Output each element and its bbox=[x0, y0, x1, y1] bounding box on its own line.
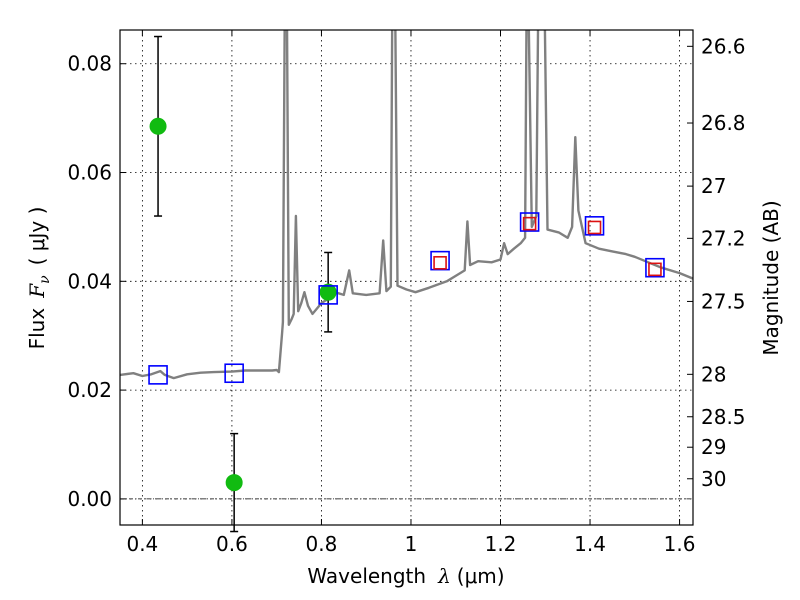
y-tick-label: 0.04 bbox=[67, 269, 112, 293]
spectrum-line bbox=[120, 30, 693, 380]
plot-frame bbox=[119, 29, 694, 526]
right-tick-label: 26.8 bbox=[701, 111, 746, 135]
right-tick-label: 26.6 bbox=[701, 34, 746, 58]
hst-square-marker bbox=[522, 216, 537, 231]
x-tick-label: 1.2 bbox=[485, 532, 517, 556]
right-tick-label: 28.5 bbox=[701, 405, 746, 429]
x-tick-label: 1 bbox=[405, 532, 418, 556]
model-square-marker bbox=[148, 365, 168, 385]
model-square-marker bbox=[224, 363, 244, 384]
x-axis-label: Wavelength λ (μm) bbox=[307, 564, 504, 588]
model-square-marker bbox=[519, 212, 540, 232]
photometry-point bbox=[149, 117, 167, 135]
y-tick-label: 0.02 bbox=[67, 378, 112, 402]
right-tick-label: 30 bbox=[701, 467, 726, 491]
spectrum-series bbox=[120, 30, 693, 380]
hst-square-marker bbox=[587, 220, 602, 235]
x-tick-label: 0.8 bbox=[306, 532, 338, 556]
axis-ticks bbox=[120, 30, 693, 525]
photometry-series bbox=[148, 35, 665, 533]
model-square-marker bbox=[645, 257, 665, 278]
right-tick-label: 27.5 bbox=[701, 289, 746, 313]
model-square-marker bbox=[430, 250, 450, 271]
model-square-marker bbox=[584, 216, 605, 236]
right-tick-label: 27.2 bbox=[701, 226, 746, 250]
axis-tick-labels: 0.4 0.6 0.8 1 1.2 1.4 1.6 0.00 0.02 0.04 0.06 0.08 2… bbox=[67, 34, 745, 556]
photometry-point bbox=[225, 474, 243, 492]
x-tick-label: 1.4 bbox=[574, 532, 606, 556]
hst-square-marker bbox=[648, 262, 662, 277]
x-tick-label: 0.6 bbox=[216, 532, 248, 556]
photometry-point bbox=[319, 283, 337, 301]
x-tick-label: 1.6 bbox=[664, 532, 696, 556]
right-tick-label: 29 bbox=[701, 435, 726, 459]
x-tick-label: 0.4 bbox=[126, 532, 158, 556]
grid bbox=[120, 30, 693, 525]
hst-square-marker bbox=[433, 256, 447, 270]
right-tick-label: 28 bbox=[701, 362, 726, 386]
y-right-axis-label: Magnitude (AB) bbox=[759, 200, 783, 355]
model-square-marker bbox=[318, 285, 338, 305]
y-tick-label: 0.08 bbox=[67, 52, 112, 76]
right-tick-label: 27 bbox=[701, 174, 726, 198]
y-tick-label: 0.06 bbox=[67, 161, 112, 185]
y-axis-label: FluxFν( μJy ) bbox=[25, 207, 53, 350]
y-tick-label: 0.00 bbox=[67, 487, 112, 511]
